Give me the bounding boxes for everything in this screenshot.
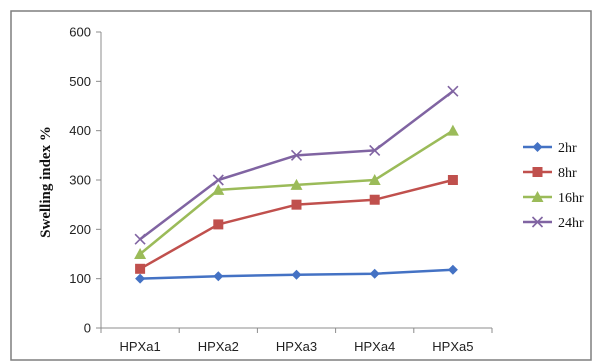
data-point-16hr xyxy=(368,174,381,185)
legend-label-24hr: 24hr xyxy=(558,216,584,231)
data-point-8hr xyxy=(291,199,302,210)
series-16hr xyxy=(134,124,459,259)
legend-item-16hr: 16hr xyxy=(523,191,584,206)
y-tick-label: 100 xyxy=(69,271,91,286)
y-tick-label: 500 xyxy=(69,74,91,89)
legend-marker-16hr xyxy=(531,191,544,202)
y-tick-label: 400 xyxy=(69,123,91,138)
data-point-24hr xyxy=(447,85,459,97)
data-point-24hr xyxy=(290,149,303,161)
legend-label-2hr: 2hr xyxy=(558,141,577,156)
series-24hr xyxy=(134,85,459,245)
legend-marker-2hr xyxy=(532,142,543,152)
data-point-8hr xyxy=(213,219,224,230)
series-2hr xyxy=(135,264,458,284)
y-axis-title: Swelling index % xyxy=(38,126,54,238)
x-tick-label: HPXa5 xyxy=(432,339,473,354)
legend-marker-8hr xyxy=(532,167,543,177)
data-point-2hr xyxy=(291,269,302,280)
y-tick-label: 300 xyxy=(69,173,91,188)
data-point-2hr xyxy=(447,264,458,275)
y-tick-label: 200 xyxy=(69,222,91,237)
data-point-24hr xyxy=(369,144,381,156)
legend-item-8hr: 8hr xyxy=(523,166,577,181)
legend-marker-24hr xyxy=(531,216,544,228)
data-point-8hr xyxy=(447,175,458,185)
x-tick-label: HPXa3 xyxy=(276,339,317,354)
data-point-16hr xyxy=(134,248,147,259)
data-point-16hr xyxy=(290,178,303,190)
data-point-8hr xyxy=(369,194,380,205)
data-point-2hr xyxy=(213,271,224,282)
data-point-16hr xyxy=(212,183,225,195)
data-point-16hr xyxy=(446,124,459,136)
x-tick-label: HPXa4 xyxy=(354,339,395,354)
data-point-2hr xyxy=(369,268,380,279)
legend-label-8hr: 8hr xyxy=(558,166,577,181)
data-point-24hr xyxy=(134,233,146,245)
y-tick-label: 600 xyxy=(69,25,91,40)
legend-label-16hr: 16hr xyxy=(558,191,584,206)
series-8hr xyxy=(135,175,458,274)
data-point-8hr xyxy=(135,263,146,274)
data-point-24hr xyxy=(212,174,224,186)
data-point-2hr xyxy=(135,273,146,284)
legend-item-2hr: 2hr xyxy=(523,141,577,156)
x-tick-label: HPXa1 xyxy=(119,339,160,354)
legend-item-24hr: 24hr xyxy=(523,216,584,231)
y-tick-label: 0 xyxy=(84,321,91,336)
x-tick-label: HPXa2 xyxy=(198,339,239,354)
